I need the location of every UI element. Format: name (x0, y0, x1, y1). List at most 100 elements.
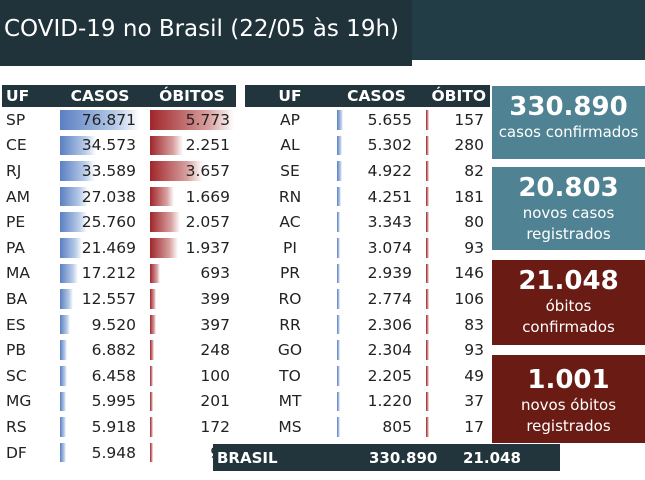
table-row: DF5.94890 (2, 440, 236, 466)
cases-bar (337, 212, 341, 232)
cases-value: 2.205 (367, 366, 412, 385)
cases-value: 27.038 (81, 187, 136, 206)
cases-bar (337, 186, 342, 207)
summary-value: 330.890 (509, 92, 628, 122)
deaths-bar (150, 340, 154, 360)
deaths-cell: 3.657 (148, 158, 236, 184)
cases-bar (60, 391, 67, 412)
summary-new-cases: 20.803 novos casos registrados (492, 167, 645, 250)
cases-bar (60, 442, 67, 463)
deaths-cell: 49 (424, 363, 490, 389)
state-code: RR (279, 315, 301, 334)
state-code: TO (279, 366, 301, 385)
summary-label: novos casos (522, 204, 615, 222)
cases-value: 3.343 (367, 213, 412, 232)
right-states-table: UF CASOS ÓBITO AP 5.655 157 AL 5.302 280 SE 4.9… (245, 85, 490, 440)
deaths-bar (150, 263, 161, 284)
deaths-value: 146 (454, 264, 484, 283)
deaths-bar (426, 186, 429, 207)
deaths-bar (426, 289, 429, 309)
cases-cell: 2.939 (335, 261, 418, 287)
cases-cell: 2.774 (335, 286, 418, 312)
deaths-value: 17 (464, 417, 484, 436)
deaths-value: 83 (464, 315, 484, 334)
summary-value: 1.001 (527, 365, 610, 395)
deaths-bar (150, 110, 234, 130)
deaths-cell: 172 (148, 414, 236, 440)
deaths-value: 82 (464, 161, 484, 180)
state-code: AL (280, 136, 300, 155)
deaths-cell: 397 (148, 312, 236, 338)
table-row: RS 5.918 172 (2, 414, 236, 440)
cases-value: 2.306 (367, 315, 412, 334)
deaths-value: 1.669 (185, 187, 230, 206)
cases-cell: 25.760 (58, 209, 142, 235)
deaths-cell: 100 (148, 363, 236, 389)
state-code: DF (6, 443, 27, 462)
cases-bar (60, 161, 95, 181)
cases-cell: 1.220 (335, 389, 418, 415)
cases-cell: 4.922 (335, 158, 418, 184)
table-row: CE 34.573 2.251 (2, 133, 236, 159)
table-row: MA 17.212 693 (2, 261, 236, 287)
cases-cell: 33.589 (58, 158, 142, 184)
deaths-bar (426, 340, 429, 360)
cases-cell: 9.520 (58, 312, 142, 338)
header-strip (412, 0, 645, 60)
cases-value: 2.939 (367, 264, 412, 283)
deaths-bar (150, 135, 183, 156)
table-row: SC 6.458 100 (2, 363, 236, 389)
deaths-value: 2.057 (185, 213, 230, 232)
cases-bar (60, 110, 140, 130)
cases-bar (337, 314, 341, 335)
table-header-row: UF CASOS ÓBITO (245, 85, 490, 107)
table-header-row: UF CASOS ÓBITOS (2, 85, 236, 107)
cases-cell: 5.918 (58, 414, 142, 440)
cases-cell: 5.948 (58, 440, 142, 466)
deaths-bar (426, 237, 429, 258)
state-code: BA (6, 289, 28, 308)
deaths-value: 93 (464, 238, 484, 257)
summary-new-deaths: 1.001 novos óbitos registrados (492, 355, 645, 443)
table-row: PA 21.469 1.937 (2, 235, 236, 261)
cases-value: 5.655 (367, 110, 412, 129)
deaths-cell: 1.937 (148, 235, 236, 261)
table-row: AC 3.343 80 (245, 209, 490, 235)
cases-value: 21.469 (81, 238, 136, 257)
cases-value: 5.302 (367, 136, 412, 155)
cases-bar (60, 289, 74, 309)
brasil-total-row: BRASIL 330.890 21.048 (213, 444, 560, 471)
table-row: PR 2.939 146 (245, 261, 490, 287)
deaths-value: 399 (200, 289, 230, 308)
summary-label: registrados (526, 225, 611, 243)
left-states-table: UF CASOS ÓBITOS SP 76.871 5.773 CE 34.573 2.2… (2, 85, 236, 465)
cases-value: 805 (382, 417, 412, 436)
cases-value: 2.774 (367, 289, 412, 308)
table-row: RO 2.774 106 (245, 286, 490, 312)
cases-bar (60, 314, 70, 335)
header-uf: UF (245, 85, 335, 107)
state-code: ES (6, 315, 26, 334)
deaths-bar (426, 110, 429, 130)
deaths-value: 5.773 (185, 110, 230, 129)
deaths-bar (426, 314, 429, 335)
cases-cell: 5.995 (58, 389, 142, 415)
table-row: GO 2.304 93 (245, 337, 490, 363)
deaths-bar (426, 263, 429, 284)
deaths-cell: 146 (424, 261, 490, 287)
table-row: MG 5.995 201 (2, 389, 236, 415)
state-code: RJ (6, 161, 22, 180)
summary-deaths: 21.048 óbitos confirmados (492, 260, 645, 345)
deaths-value: 100 (200, 366, 230, 385)
cases-cell: 4.251 (335, 184, 418, 210)
cases-cell: 3.074 (335, 235, 418, 261)
state-code: SE (280, 161, 300, 180)
table-row: ES 9.520 397 (2, 312, 236, 338)
deaths-bar (426, 161, 429, 181)
cases-cell: 3.343 (335, 209, 418, 235)
cases-bar (60, 340, 68, 360)
cases-cell: 2.306 (335, 312, 418, 338)
cases-bar (60, 417, 67, 437)
deaths-value: 93 (464, 341, 484, 360)
cases-bar (337, 161, 343, 181)
